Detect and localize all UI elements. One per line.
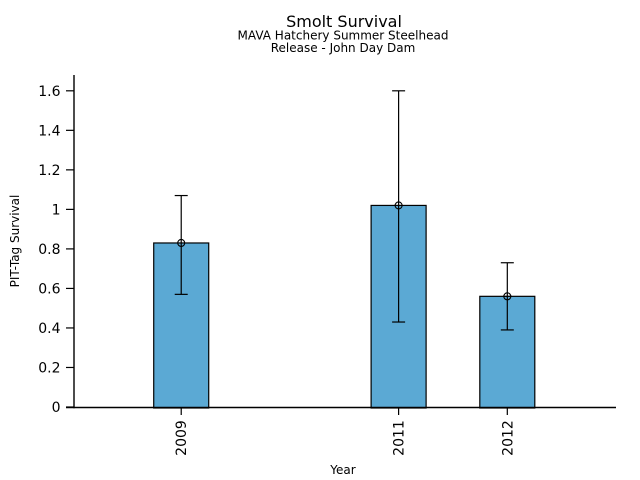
chart-subtitle-line2: Release - John Day Dam [271,41,416,55]
point-marker [394,201,403,210]
y-tick-label: 1.2 [38,163,60,179]
y-tick-label: 0.2 [38,360,60,376]
chart-subtitle-line1: MAVA Hatchery Summer Steelhead [238,29,449,43]
plot-area: 0 0.2 0.4 0.6 0.8 1 1.2 1.4 1.6 2009 2011 2012 [38,75,616,456]
x-axis-title: Year [329,463,355,477]
y-tick-label: 1.6 [38,84,60,100]
y-tick-label: 0.4 [38,321,60,337]
point-marker [177,238,186,248]
y-tick-label: 0.8 [38,242,60,258]
x-tick-label: 2012 [500,420,516,456]
x-tick-label: 2009 [174,420,190,456]
chart-title: Smolt Survival [286,12,402,31]
y-tick-label: 1.4 [38,123,60,139]
y-axis-title: PIT-Tag Survival [8,195,22,288]
y-tick-label: 0 [52,400,61,416]
x-tick-label: 2011 [392,420,408,456]
y-tick-label: 0.6 [38,281,60,297]
point-marker [503,292,512,301]
y-tick-label: 1 [52,202,61,218]
